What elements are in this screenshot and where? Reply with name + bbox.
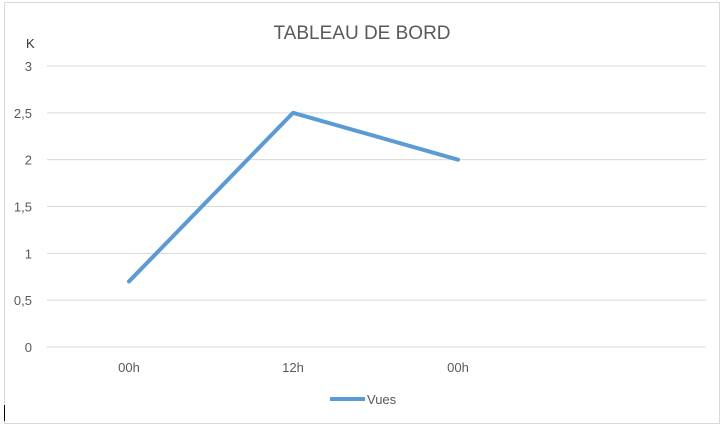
text-cursor bbox=[4, 405, 5, 421]
x-tick-label: 00h bbox=[447, 360, 469, 375]
y-tick-label: 0,5 bbox=[14, 293, 32, 308]
series-line-vues bbox=[127, 110, 460, 284]
x-axis-tick-labels: 00h 12h 00h bbox=[118, 360, 469, 375]
chart-title: TABLEAU DE BORD bbox=[273, 23, 450, 44]
y-tick-label: 2 bbox=[25, 153, 32, 168]
x-tick-label: 00h bbox=[118, 360, 140, 375]
y-tick-label: 2,5 bbox=[14, 106, 32, 121]
legend-label-vues: Vues bbox=[367, 392, 397, 407]
y-tick-label: 1,5 bbox=[14, 200, 32, 215]
y-tick-label: 3 bbox=[25, 59, 32, 74]
y-axis-unit-label: K bbox=[26, 36, 35, 51]
y-tick-label: 0 bbox=[25, 340, 32, 355]
gridlines bbox=[47, 65, 706, 348]
series-lines bbox=[127, 110, 460, 284]
y-tick-label: 1 bbox=[25, 246, 32, 261]
x-tick-label: 12h bbox=[282, 360, 304, 375]
chart-frame bbox=[4, 2, 720, 424]
y-axis-tick-labels: 0 0,5 1 1,5 2 2,5 3 bbox=[14, 59, 32, 355]
legend: Vues bbox=[330, 392, 397, 407]
